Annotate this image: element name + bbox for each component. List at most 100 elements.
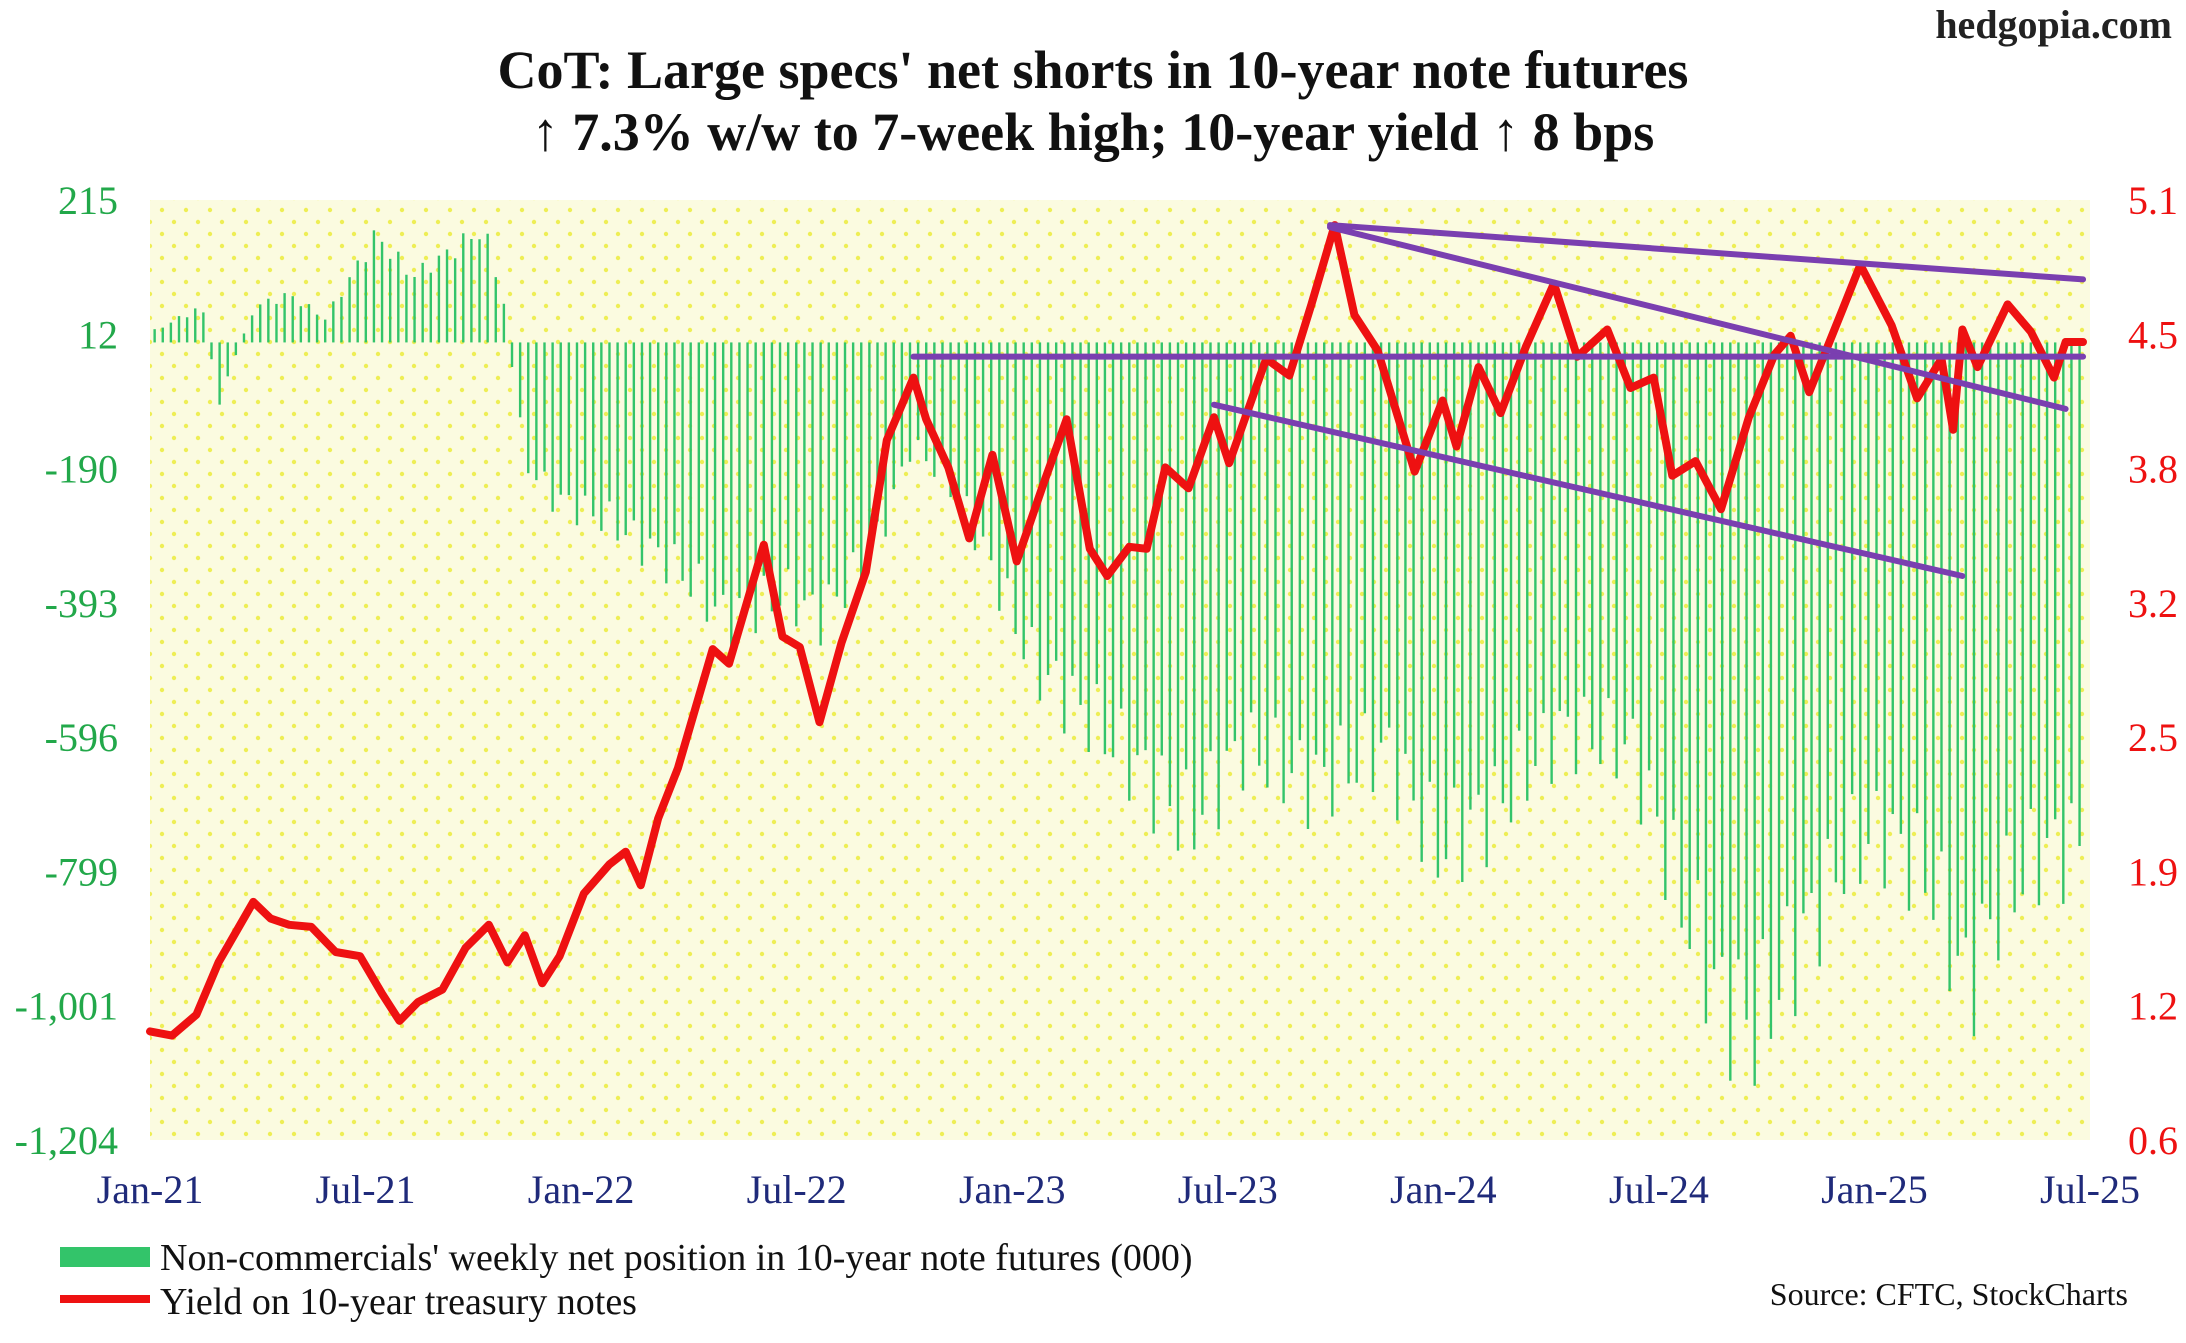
net-position-bar (754, 342, 757, 634)
net-position-bar (1079, 342, 1082, 705)
net-position-bar (1420, 342, 1423, 862)
net-position-bar (161, 327, 164, 343)
net-position-bar (657, 342, 660, 548)
net-position-bar (1428, 342, 1431, 782)
net-position-bar (640, 342, 644, 566)
legend-label-net-position: Non-commercials' weekly net position in … (160, 1237, 1193, 1279)
net-position-bar (315, 314, 319, 343)
net-position-bar (770, 342, 774, 612)
net-position-bar (803, 342, 806, 601)
net-position-bar (1485, 342, 1488, 868)
net-position-bar (1607, 342, 1610, 699)
net-position-bar (1314, 342, 1318, 755)
net-position-bar (1972, 342, 1976, 1037)
net-position-bar (1907, 342, 1911, 911)
net-position-bar (2078, 342, 2081, 846)
net-position-bar (1712, 342, 1716, 970)
net-position-bar (1924, 342, 1927, 893)
net-position-bar (1785, 342, 1789, 907)
net-position-bar (1599, 342, 1602, 765)
net-position-bar (1014, 342, 1017, 635)
yield-line (146, 221, 2087, 1040)
net-position-bar (1298, 342, 1302, 741)
net-position-bar (1168, 342, 1172, 807)
net-position-bar (478, 239, 481, 343)
net-position-bar (973, 342, 977, 551)
net-position-bar (600, 342, 603, 531)
chart-title-line2: ↑ 7.3% w/w to 7-week high; 10-year yield… (532, 102, 1655, 162)
net-position-bar (1777, 342, 1781, 1000)
right-axis-tick: 1.9 (2128, 849, 2178, 894)
net-position-bar (2013, 342, 2016, 913)
net-position-bar (1948, 342, 1951, 991)
net-position-bar (177, 316, 181, 343)
net-position-bar (721, 342, 725, 595)
net-position-bar (1745, 342, 1748, 1020)
left-axis-tick: 12 (78, 312, 118, 357)
net-position-bar (1193, 342, 1196, 850)
net-position-bar (1867, 342, 1870, 844)
net-position-bar (1274, 342, 1277, 718)
net-position-bar (510, 342, 514, 367)
net-position-bar (1501, 342, 1505, 804)
net-position-bar (843, 342, 847, 608)
net-position-bar (1997, 342, 2000, 961)
x-axis-tick: Jan-22 (528, 1167, 635, 1212)
net-position-bar (1030, 342, 1034, 628)
net-position-bar (2062, 342, 2065, 904)
net-position-bar (1550, 342, 1553, 784)
x-axis-tick: Jan-21 (97, 1167, 204, 1212)
net-position-bar (413, 276, 416, 343)
net-position-bar (1469, 342, 1472, 810)
x-axis-tick: Jan-24 (1390, 1167, 1497, 1212)
net-position-bar (453, 258, 457, 343)
net-position-bar (1038, 342, 1042, 701)
net-position-bar (250, 315, 254, 343)
net-position-bar (1436, 342, 1440, 878)
net-position-bar (1461, 342, 1464, 883)
net-position-bar (1980, 342, 1984, 904)
net-position-bar (2070, 342, 2073, 804)
net-position-bar (559, 342, 562, 495)
net-position-bar (1379, 342, 1383, 743)
net-position-bar (259, 304, 262, 343)
net-position-bar (1582, 342, 1586, 697)
net-position-bar (1323, 342, 1326, 767)
net-position-bar (1753, 342, 1756, 1086)
net-position-bar (1046, 342, 1050, 676)
net-position-bar (535, 342, 538, 481)
net-position-bar (1152, 342, 1155, 834)
right-axis-tick: 5.1 (2128, 178, 2178, 223)
net-position-bar (1542, 342, 1545, 714)
net-position-bar (1859, 342, 1862, 884)
net-position-bar (1534, 342, 1537, 766)
x-axis-tick: Jan-25 (1821, 1167, 1928, 1212)
net-position-bar (1842, 342, 1846, 895)
net-position-bar (1794, 342, 1797, 1017)
net-position-bar (1103, 342, 1107, 755)
net-position-bar (1720, 342, 1724, 957)
net-position-bar (786, 342, 790, 570)
right-axis-tick: 4.5 (2128, 312, 2178, 357)
trendlines (910, 222, 2087, 579)
net-position-bar (1615, 342, 1618, 779)
net-position-bar (1802, 342, 1805, 914)
net-position-bar (1347, 342, 1350, 784)
net-position-bar (1258, 342, 1261, 766)
net-position-bar (1217, 342, 1220, 830)
net-position-bar (778, 342, 782, 606)
net-position-bar (981, 342, 985, 537)
net-position-bar (730, 342, 733, 653)
left-axis-tick: -190 (45, 447, 118, 492)
x-axis-tick: Jul-23 (1178, 1167, 1278, 1212)
net-position-bar (908, 342, 912, 462)
net-position-bar (1623, 342, 1626, 745)
net-position-bar (868, 342, 871, 566)
net-position-bar (1387, 342, 1391, 728)
net-position-bar (1363, 342, 1367, 714)
source-note: Source: CFTC, StockCharts (1770, 1276, 2128, 1312)
net-position-bar (1160, 342, 1163, 756)
net-position-bar (1493, 342, 1496, 767)
left-axis: 215 12 -190 -393 -596 -799 -1,001 -1,204 (15, 178, 118, 1163)
net-position-bar (1915, 342, 1919, 814)
